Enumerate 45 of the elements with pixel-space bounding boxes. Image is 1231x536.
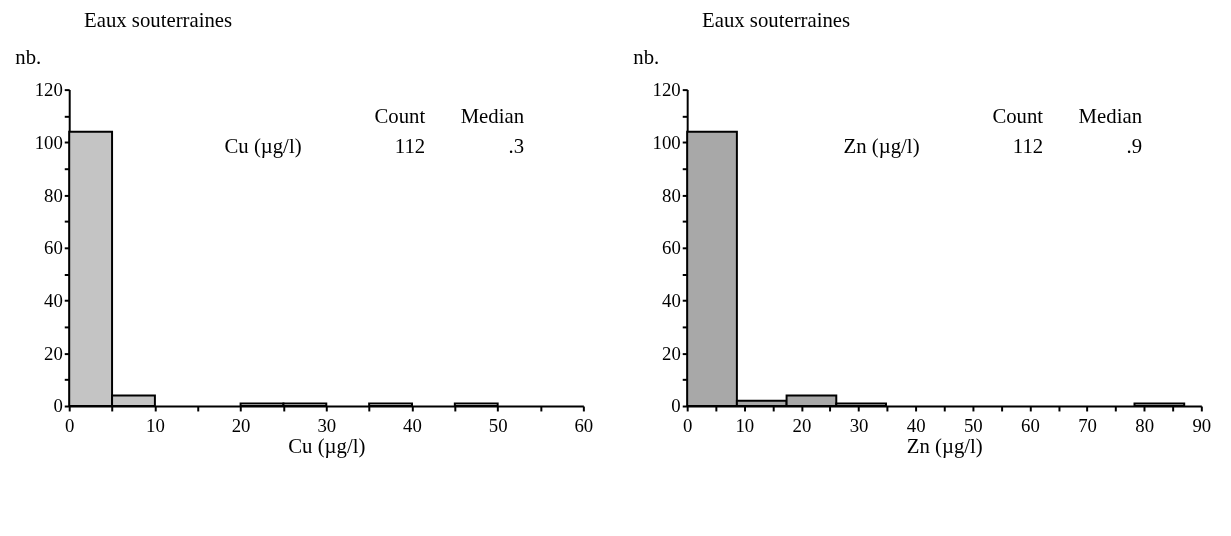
- annotation: Count: [374, 105, 426, 128]
- x-tick-label: 40: [403, 415, 422, 437]
- annotation: 112: [1012, 134, 1044, 157]
- annotation: 112: [394, 134, 426, 157]
- y-tick-label: 80: [44, 184, 63, 206]
- y-tick-label: 0: [53, 395, 63, 417]
- x-tick-label: 60: [1021, 415, 1040, 437]
- annotation: Count: [992, 105, 1044, 128]
- x-tick-label: 40: [906, 415, 926, 437]
- x-tick-label: 80: [1135, 415, 1155, 437]
- y-tick-label: 80: [661, 184, 681, 206]
- y-tick-label: 0: [671, 395, 681, 417]
- y-tick-label: 120: [652, 79, 681, 101]
- x-tick-label: 70: [1078, 415, 1097, 437]
- annotation: Cu (µg/l): [224, 134, 302, 158]
- x-tick-label: 10: [735, 415, 755, 437]
- x-tick-label: 20: [231, 415, 251, 437]
- x-tick-label: 10: [146, 415, 165, 437]
- y-tick-label: 60: [44, 237, 63, 259]
- x-tick-label: 50: [488, 415, 508, 437]
- annotation: .3: [508, 134, 525, 157]
- y-tick-label: 40: [661, 289, 681, 311]
- annotation: .9: [1126, 134, 1143, 157]
- x-axis-title: Cu (µg/l): [288, 434, 366, 458]
- annotation: Median: [460, 105, 525, 128]
- y-tick-label: 100: [34, 131, 63, 153]
- y-tick-label: 100: [652, 131, 681, 153]
- y-axis-title: nb.: [15, 46, 42, 69]
- chart-title: Eaux souterraines: [84, 9, 233, 32]
- x-tick-label: 90: [1192, 415, 1212, 437]
- y-tick-label: 20: [661, 342, 681, 364]
- chart-title: Eaux souterraines: [702, 9, 851, 32]
- annotation: Zn (µg/l): [843, 134, 920, 158]
- y-tick-label: 40: [44, 289, 63, 311]
- x-tick-label: 50: [963, 415, 983, 437]
- x-tick-label: 30: [849, 415, 869, 437]
- annotation: Median: [1078, 105, 1143, 128]
- y-tick-label: 60: [661, 237, 681, 259]
- y-tick-label: 20: [44, 342, 63, 364]
- x-tick-label: 20: [792, 415, 812, 437]
- x-tick-label: 30: [317, 415, 337, 437]
- y-axis-title: nb.: [633, 46, 660, 69]
- x-tick-label: 60: [574, 415, 594, 437]
- y-tick-label: 120: [34, 79, 63, 101]
- x-axis-title: Zn (µg/l): [906, 434, 983, 458]
